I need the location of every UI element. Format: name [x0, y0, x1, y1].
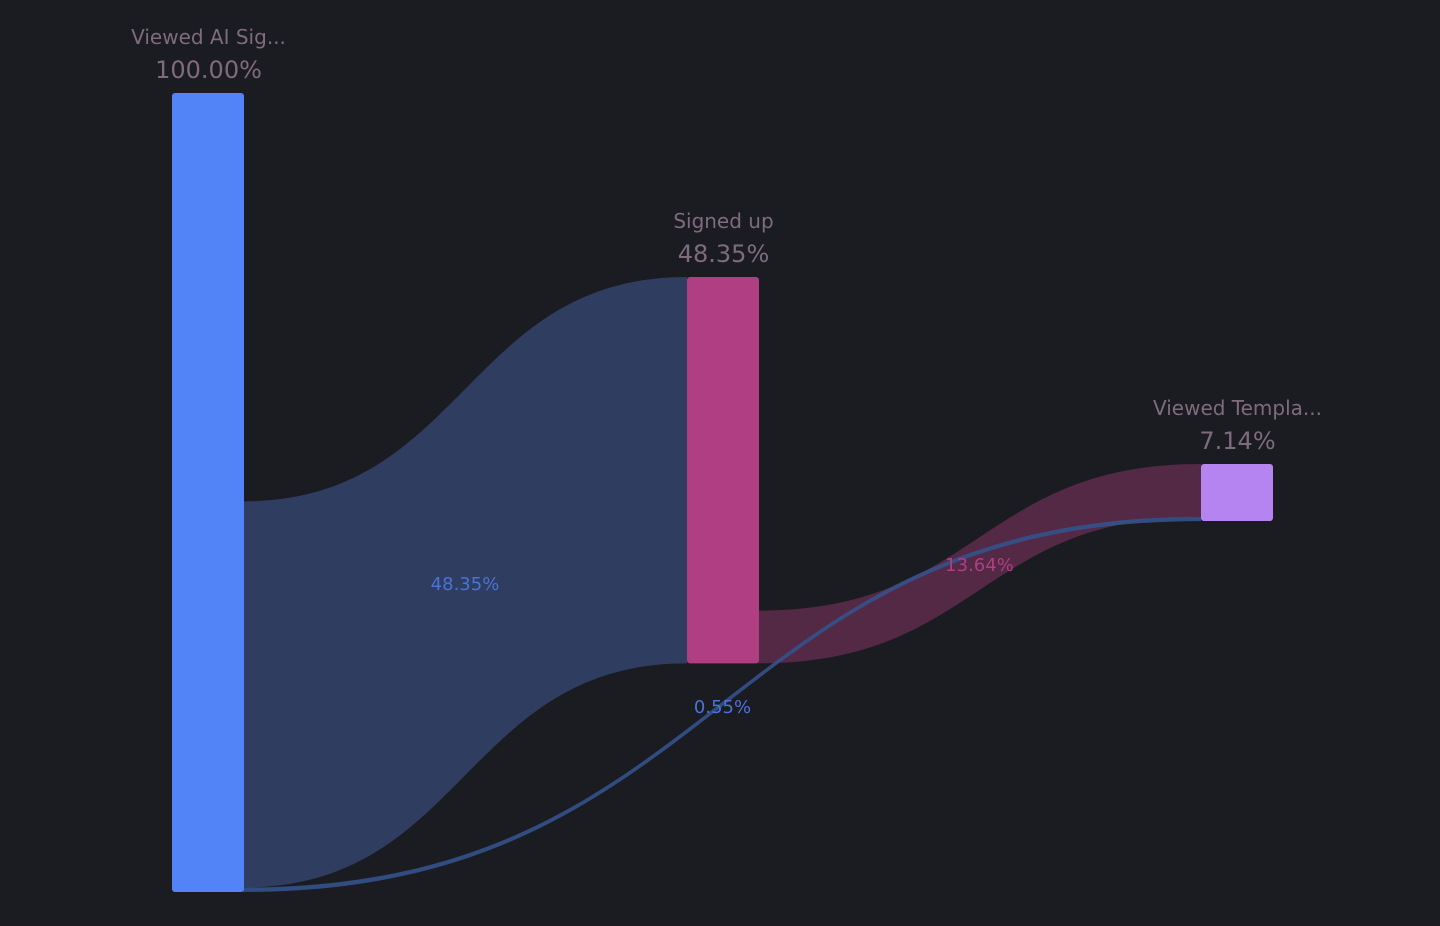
links [243, 277, 1201, 892]
labels: 48.35% 13.64% 0.55% Viewed AI Sig... 100.00%… [131, 25, 1322, 718]
link-label: 13.64% [945, 555, 1014, 576]
node-value: 48.35% [678, 240, 770, 268]
nodes [172, 93, 1273, 892]
node-2[interactable] [1201, 464, 1273, 522]
node-value: 7.14% [1199, 427, 1275, 455]
link-label: 0.55% [694, 697, 751, 718]
link-1[interactable] [758, 464, 1201, 664]
node-name: Viewed AI Sig... [131, 25, 286, 49]
link-0[interactable] [243, 277, 687, 888]
link-label: 48.35% [431, 574, 500, 595]
node-name: Viewed Templa... [1153, 396, 1322, 420]
node-value: 100.00% [155, 56, 262, 84]
link-2[interactable] [243, 516, 1201, 892]
node-1[interactable] [687, 277, 759, 664]
node-0[interactable] [172, 93, 244, 892]
node-name: Signed up [673, 209, 773, 233]
